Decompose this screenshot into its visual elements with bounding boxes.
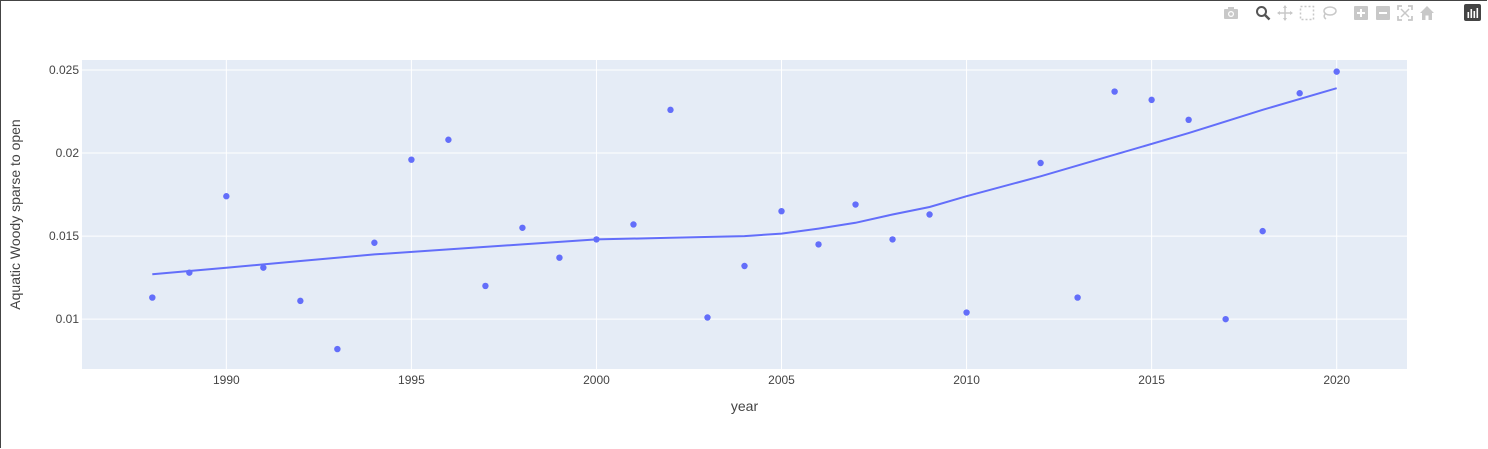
- data-point[interactable]: [1259, 227, 1266, 235]
- home-icon[interactable]: [1416, 3, 1438, 23]
- data-point[interactable]: [482, 282, 489, 290]
- pan-icon[interactable]: [1274, 3, 1296, 23]
- data-point[interactable]: [297, 297, 304, 305]
- data-point[interactable]: [963, 309, 970, 316]
- data-point[interactable]: [445, 136, 452, 143]
- data-point[interactable]: [149, 294, 156, 301]
- plot-area: [82, 60, 1407, 369]
- data-point[interactable]: [741, 262, 748, 270]
- y-tick-label: 0.015: [49, 229, 79, 243]
- data-point[interactable]: [889, 236, 896, 243]
- data-point[interactable]: [630, 221, 637, 228]
- data-point[interactable]: [1148, 96, 1155, 104]
- x-tick-label: 1995: [398, 373, 425, 387]
- data-point[interactable]: [260, 264, 267, 271]
- x-tick-label: 2020: [1323, 373, 1350, 387]
- data-point[interactable]: [815, 241, 822, 248]
- x-tick-label: 1990: [213, 373, 240, 387]
- camera-icon[interactable]: [1220, 3, 1242, 23]
- plotly-logo[interactable]: [1464, 4, 1481, 21]
- modebar: [1220, 3, 1438, 23]
- data-point[interactable]: [593, 236, 600, 243]
- x-tick-label: 2005: [768, 373, 795, 387]
- data-point[interactable]: [1037, 159, 1044, 167]
- x-tick-label: 2000: [583, 373, 610, 387]
- data-point[interactable]: [334, 345, 341, 353]
- data-point[interactable]: [1333, 68, 1340, 75]
- data-point[interactable]: [371, 239, 378, 246]
- y-gridlines: [82, 69, 1407, 320]
- data-point[interactable]: [408, 156, 415, 163]
- y-tick-labels: 0.01 0.015 0.02 0.025: [49, 63, 79, 326]
- data-point[interactable]: [1222, 315, 1229, 323]
- x-gridlines: [225, 60, 1338, 369]
- lasso-icon[interactable]: [1318, 3, 1340, 23]
- data-point[interactable]: [1074, 294, 1081, 301]
- data-point[interactable]: [667, 106, 674, 114]
- data-point[interactable]: [223, 193, 230, 200]
- data-point[interactable]: [926, 211, 933, 218]
- data-point[interactable]: [852, 201, 859, 208]
- data-markers: [149, 68, 1340, 353]
- data-point[interactable]: [778, 207, 785, 215]
- autoscale-icon[interactable]: [1394, 3, 1416, 23]
- data-point[interactable]: [186, 269, 193, 276]
- data-point[interactable]: [519, 224, 526, 231]
- y-tick-label: 0.025: [49, 63, 79, 77]
- data-point[interactable]: [556, 254, 563, 261]
- data-point[interactable]: [1185, 116, 1192, 124]
- data-point[interactable]: [704, 314, 711, 321]
- zoom-in-icon[interactable]: [1350, 3, 1372, 23]
- box-select-icon[interactable]: [1296, 3, 1318, 23]
- y-axis-title: Aquatic Woody sparse to open: [7, 119, 23, 309]
- trend-line: [152, 87, 1337, 276]
- y-tick-label: 0.01: [56, 312, 80, 326]
- x-tick-label: 2010: [953, 373, 980, 387]
- data-point[interactable]: [1111, 88, 1118, 95]
- x-tick-label: 2015: [1138, 373, 1165, 387]
- x-tick-labels: 1990 1995 2000 2005 2010 2015 2020: [213, 373, 1350, 387]
- zoom-out-icon[interactable]: [1372, 3, 1394, 23]
- data-point[interactable]: [1296, 90, 1303, 97]
- x-axis-title: year: [731, 398, 759, 414]
- y-tick-label: 0.02: [56, 146, 80, 160]
- zoom-icon[interactable]: [1252, 3, 1274, 23]
